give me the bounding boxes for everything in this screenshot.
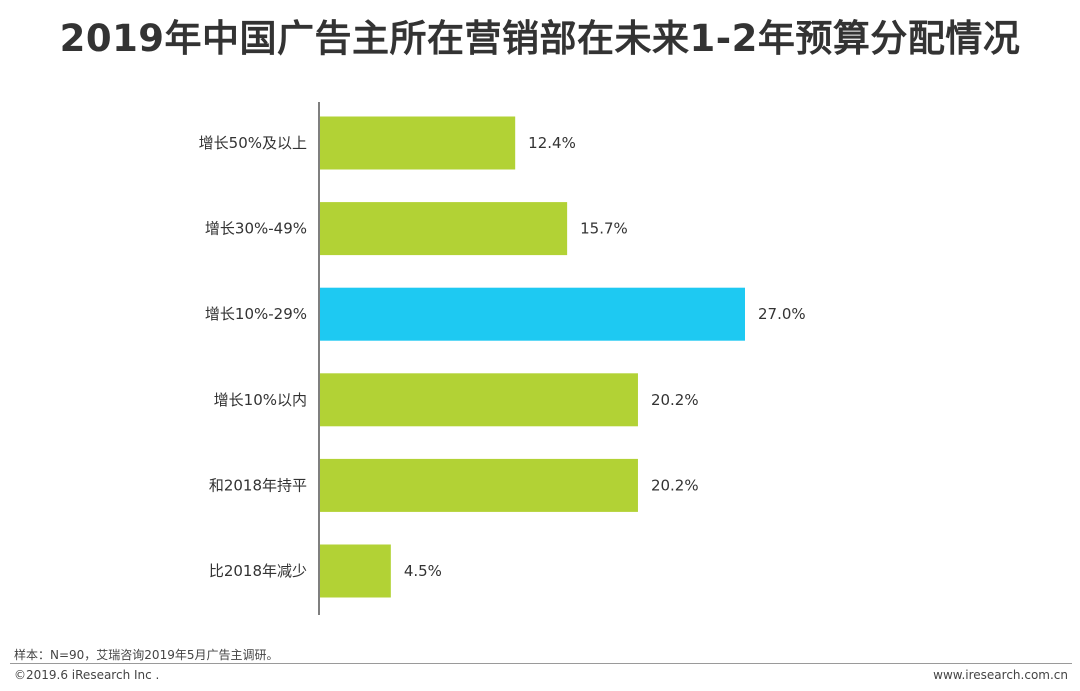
category-label-5: 和2018年持平 (209, 476, 307, 494)
bar-5 (320, 458, 638, 512)
value-label-3: 27.0% (758, 305, 806, 323)
category-label-4: 增长10%以内 (214, 391, 307, 409)
bar-1 (320, 116, 516, 170)
value-label-5: 20.2% (651, 476, 699, 494)
category-label-1: 增长50%及以上 (199, 134, 307, 152)
category-label-2: 增长30%-49% (205, 220, 307, 238)
bar-2 (320, 202, 568, 256)
category-label-6: 比2018年减少 (209, 562, 307, 580)
value-label-2: 15.7% (580, 220, 628, 238)
value-label-4: 20.2% (651, 391, 699, 409)
category-label-3: 增长10%-29% (205, 305, 307, 323)
value-label-6: 4.5% (404, 562, 442, 580)
footer-divider (10, 663, 1072, 664)
bar-4 (320, 373, 638, 427)
website-link[interactable]: www.iresearch.com.cn (933, 668, 1068, 682)
bar-group (320, 116, 745, 598)
sample-note: 样本：N=90，艾瑞咨询2019年5月广告主调研。 (14, 648, 279, 662)
copyright-text: ©2019.6 iResearch Inc . (14, 668, 160, 682)
bar-3 (320, 287, 745, 341)
bar-6 (320, 544, 391, 598)
value-label-1: 12.4% (528, 134, 576, 152)
chart-title: 2019年中国广告主所在营销部在未来1-2年预算分配情况 (59, 17, 1021, 60)
value-labels: 12.4% 15.7% 27.0% 20.2% 20.2% 4.5% (404, 134, 806, 580)
